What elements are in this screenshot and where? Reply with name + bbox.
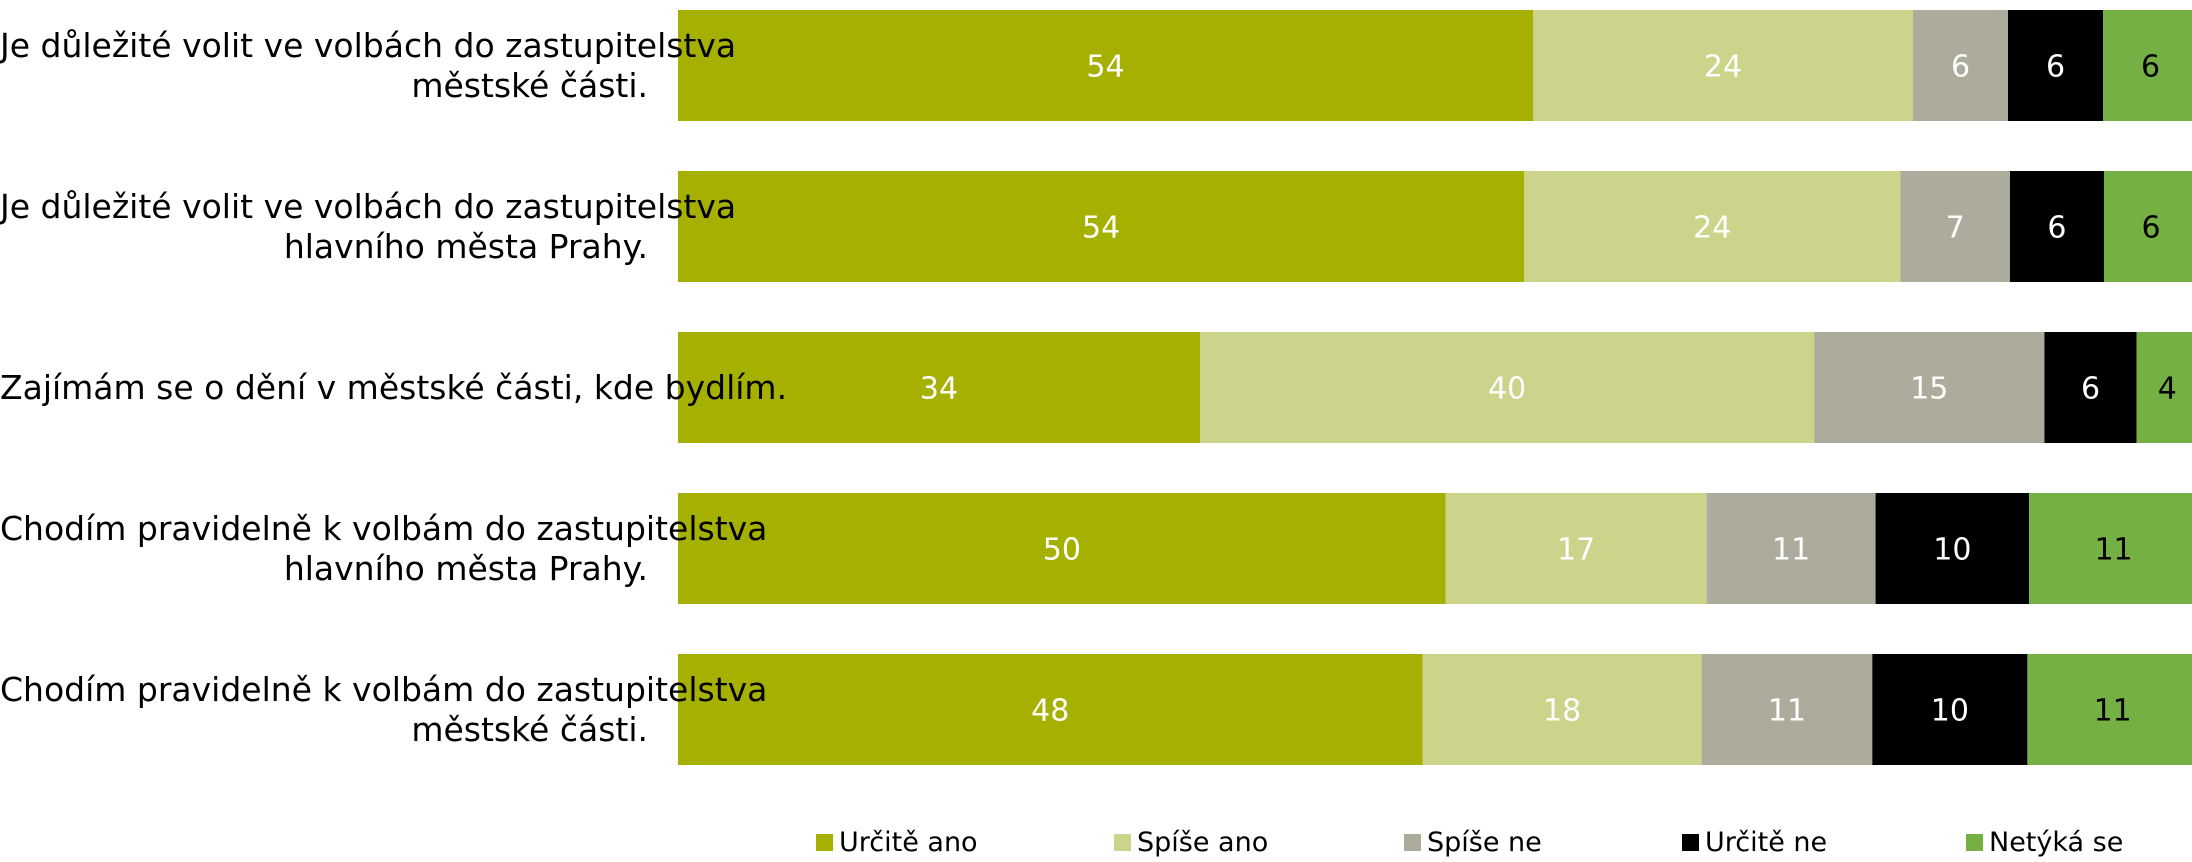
category-label-line: Chodím pravidelně k volbám do zastupitel…: [0, 508, 768, 548]
data-label: 11: [2094, 694, 2132, 729]
data-label: 24: [1693, 211, 1731, 246]
category-label-line: Chodím pravidelně k volbám do zastupitel…: [0, 669, 768, 709]
bar-segment: [1900, 171, 2010, 282]
legend-item: Určitě ano: [816, 822, 978, 862]
bar-segment: [1445, 493, 1707, 604]
data-label: 7: [1946, 211, 1965, 246]
data-label: 11: [1772, 533, 1810, 568]
data-label: 15: [1910, 372, 1948, 407]
bar-segment: [1422, 654, 1702, 765]
data-label: 34: [920, 372, 958, 407]
data-label: 6: [2141, 50, 2160, 85]
data-label: 48: [1031, 694, 1069, 729]
data-label: 24: [1704, 50, 1742, 85]
data-label: 10: [1931, 694, 1969, 729]
legend-swatch: [1114, 833, 1131, 851]
data-label: 6: [2081, 372, 2100, 407]
category-label: Je důležité volit ve volbách do zastupit…: [0, 25, 737, 106]
bar-segment: [1533, 10, 1913, 121]
bar-segment: [2044, 332, 2137, 443]
data-label: 50: [1043, 533, 1081, 568]
bar-segment: [1200, 332, 1815, 443]
legend-item: Spíše ano: [1114, 822, 1268, 862]
bar-segment: [2103, 171, 2192, 282]
legend-label: Spíše ano: [1137, 826, 1269, 858]
category-label-line: hlavního města Prahy.: [283, 548, 648, 588]
category-label-line: městské části.: [411, 709, 648, 749]
category-label-line: Je důležité volit ve volbách do zastupit…: [0, 25, 737, 65]
bar-segment: [2136, 332, 2192, 443]
bar-segment: [678, 332, 1201, 443]
category-label: Zajímám se o dění v městské části, kde b…: [0, 367, 788, 408]
bar-segment: [1814, 332, 2045, 443]
data-label: 6: [2047, 211, 2066, 246]
bar-segment: [2029, 493, 2192, 604]
legend-label: Určitě ano: [839, 826, 978, 858]
data-label: 40: [1488, 372, 1526, 407]
legend-label: Spíše ne: [1427, 826, 1542, 858]
legend-item: Netýká se: [1966, 822, 2123, 862]
bar-segment: [2027, 654, 2192, 765]
bar-segment: [1706, 493, 1876, 604]
category-label-line: městské části.: [411, 65, 648, 105]
bar-segment: [678, 493, 1446, 604]
data-label: 4: [2158, 372, 2177, 407]
legend-item: Spíše ne: [1404, 822, 1542, 862]
category-label-line: hlavního města Prahy.: [283, 226, 648, 266]
data-label: 54: [1082, 211, 1120, 246]
bar-segment: [678, 10, 1533, 121]
bar-segment: [678, 654, 1423, 765]
category-label: Chodím pravidelně k volbám do zastupitel…: [0, 669, 768, 750]
data-label: 6: [2046, 50, 2065, 85]
data-label: 18: [1543, 694, 1581, 729]
legend-swatch: [1966, 833, 1983, 851]
data-label: 54: [1086, 50, 1124, 85]
legend-label: Určitě ne: [1705, 826, 1828, 858]
bar-segment: [1701, 654, 1873, 765]
bar-segment: [2008, 10, 2103, 121]
bar-segment: [1913, 10, 2008, 121]
bar-segment: [1872, 654, 2028, 765]
data-label: 6: [1951, 50, 1970, 85]
category-label: Je důležité volit ve volbách do zastupit…: [0, 186, 737, 267]
data-label: 17: [1557, 533, 1595, 568]
data-label: 11: [1768, 694, 1806, 729]
bar-segment: [678, 171, 1525, 282]
legend-swatch: [816, 833, 833, 851]
bar-segment: [1524, 171, 1901, 282]
data-label: 10: [1933, 533, 1971, 568]
data-label: 6: [2141, 211, 2160, 246]
bar-segment: [2009, 171, 2104, 282]
bar-segment: [2103, 10, 2192, 121]
category-label-line: Zajímám se o dění v městské části, kde b…: [0, 367, 788, 407]
category-label-line: Je důležité volit ve volbách do zastupit…: [0, 186, 737, 226]
data-label: 11: [2094, 533, 2132, 568]
bar-segment: [1875, 493, 2030, 604]
legend-swatch: [1682, 833, 1699, 851]
legend-swatch: [1404, 833, 1421, 851]
legend-label: Netýká se: [1989, 826, 2124, 858]
legend-item: Určitě ne: [1682, 822, 1827, 862]
category-label: Chodím pravidelně k volbám do zastupitel…: [0, 508, 768, 589]
